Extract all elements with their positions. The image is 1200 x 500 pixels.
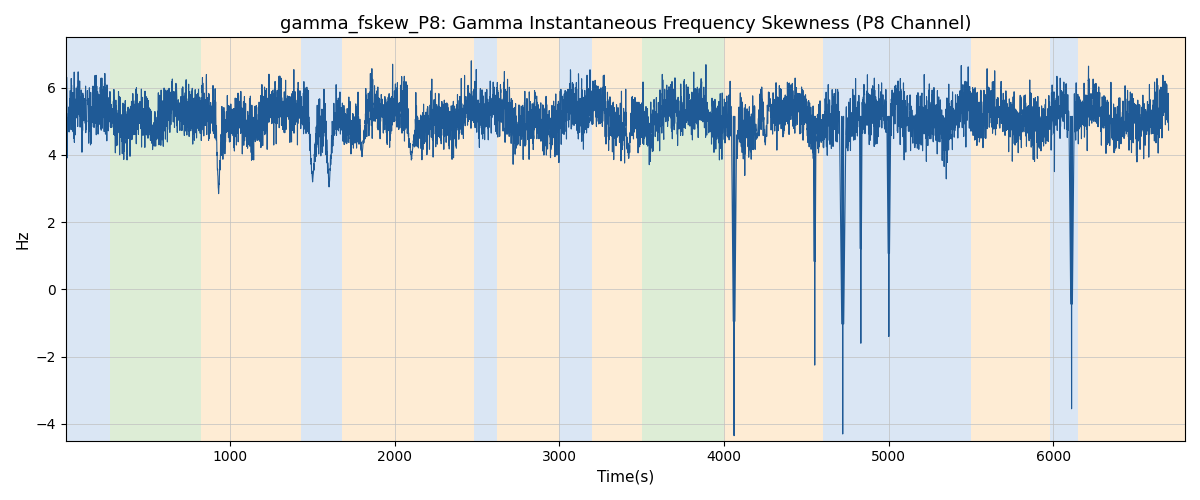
Bar [724,38,823,440]
X-axis label: Time(s): Time(s) [596,470,654,485]
Y-axis label: Hz: Hz [16,230,30,249]
Bar [497,38,559,440]
Bar [642,38,724,440]
Bar [66,38,110,440]
Bar [971,38,1050,440]
Bar [200,38,301,440]
Bar [474,38,497,440]
Bar [1078,38,1184,440]
Bar [593,38,642,440]
Bar [823,38,971,440]
Bar [1050,38,1078,440]
Bar [110,38,200,440]
Bar [342,38,474,440]
Bar [301,38,342,440]
Bar [559,38,593,440]
Title: gamma_fskew_P8: Gamma Instantaneous Frequency Skewness (P8 Channel): gamma_fskew_P8: Gamma Instantaneous Freq… [280,15,971,34]
